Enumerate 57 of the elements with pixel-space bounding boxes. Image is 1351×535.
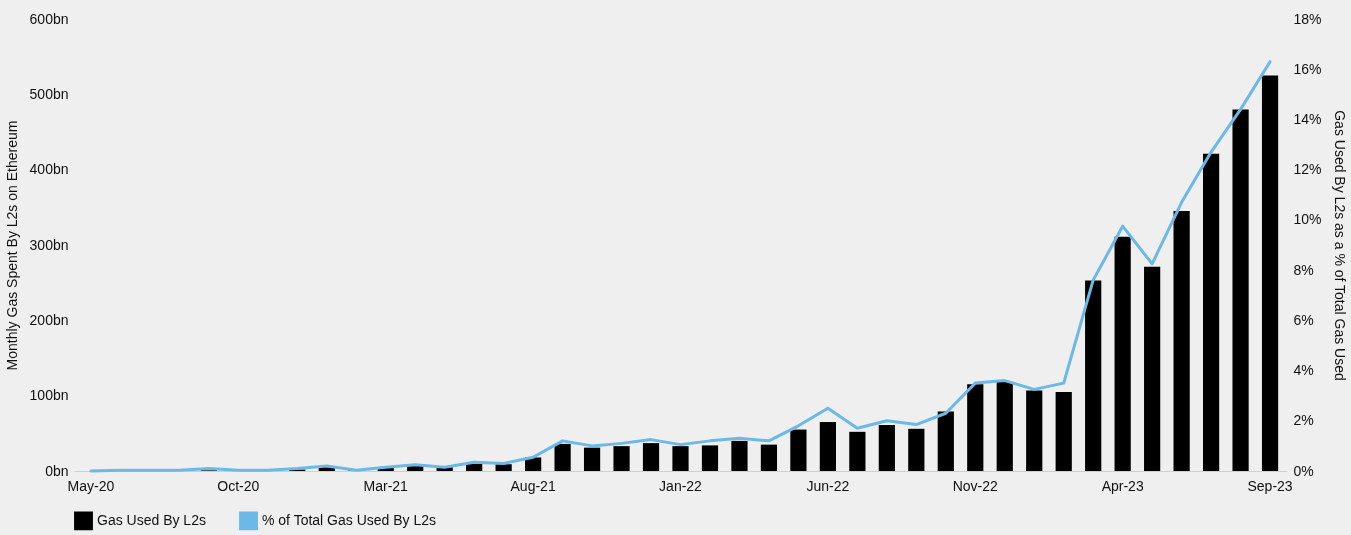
x-tick-label: Jun-22 — [806, 477, 850, 494]
bar — [731, 440, 748, 471]
x-tick-label: Mar-21 — [363, 477, 409, 494]
bar — [1026, 390, 1043, 471]
bar — [967, 384, 984, 471]
bar — [495, 464, 512, 471]
x-tick-label: Nov-22 — [952, 477, 999, 494]
bar — [937, 411, 954, 471]
y2-tick-label: 0% — [1293, 462, 1314, 479]
line-series — [89, 60, 1272, 473]
bar — [1202, 153, 1220, 471]
bar — [1055, 391, 1072, 471]
legend-label: % of Total Gas Used By L2s — [262, 511, 437, 528]
bar — [554, 443, 571, 471]
x-tick-label: Apr-23 — [1101, 477, 1144, 494]
bar — [672, 446, 689, 471]
bar — [583, 447, 601, 471]
bar — [1261, 75, 1279, 471]
bar — [1144, 266, 1161, 471]
y-tick-label: 500bn — [29, 85, 69, 102]
y2-tick-label: 18% — [1293, 10, 1322, 27]
bar — [849, 431, 866, 471]
y2-tick-label: 6% — [1293, 311, 1314, 328]
y-tick-label: 0bn — [45, 462, 69, 479]
legend-label: Gas Used By L2s — [97, 511, 206, 528]
bar — [819, 422, 836, 471]
y2-tick-label: 2% — [1293, 412, 1314, 429]
y-axis-title: Monthly Gas Spent By L2s on Ethereum — [3, 120, 20, 371]
y-tick-label: 100bn — [29, 387, 69, 404]
x-tick-label: Sep-23 — [1247, 477, 1293, 494]
y2-tick-label: 16% — [1293, 60, 1322, 77]
y-tick-label: 600bn — [29, 10, 69, 27]
x-tick-label: May-20 — [67, 477, 115, 494]
bar — [1173, 211, 1190, 471]
y2-tick-label: 14% — [1293, 110, 1322, 127]
bar — [908, 428, 925, 471]
bar — [996, 382, 1013, 471]
x-tick-label: Aug-21 — [510, 477, 556, 494]
x-tick-label: Jan-22 — [659, 477, 703, 494]
bar — [790, 429, 807, 471]
y-tick-label: 200bn — [29, 311, 69, 328]
y-tick-label: 300bn — [29, 236, 69, 253]
y2-axis-title: Gas Used By L2s as a % of Total Gas Used — [1331, 110, 1348, 381]
bar — [760, 444, 778, 471]
y-tick-label: 400bn — [29, 161, 69, 178]
bar — [1114, 236, 1131, 471]
y2-tick-label: 4% — [1293, 362, 1314, 379]
bar — [642, 443, 660, 471]
y2-tick-label: 12% — [1293, 161, 1322, 178]
y2-tick-label: 8% — [1293, 261, 1314, 278]
x-tick-label: Oct-20 — [217, 477, 260, 494]
bar — [613, 446, 630, 471]
y2-tick-label: 10% — [1293, 211, 1322, 228]
bar — [701, 445, 719, 471]
bar — [1085, 280, 1102, 471]
bar — [1232, 109, 1249, 471]
bar — [878, 425, 895, 471]
